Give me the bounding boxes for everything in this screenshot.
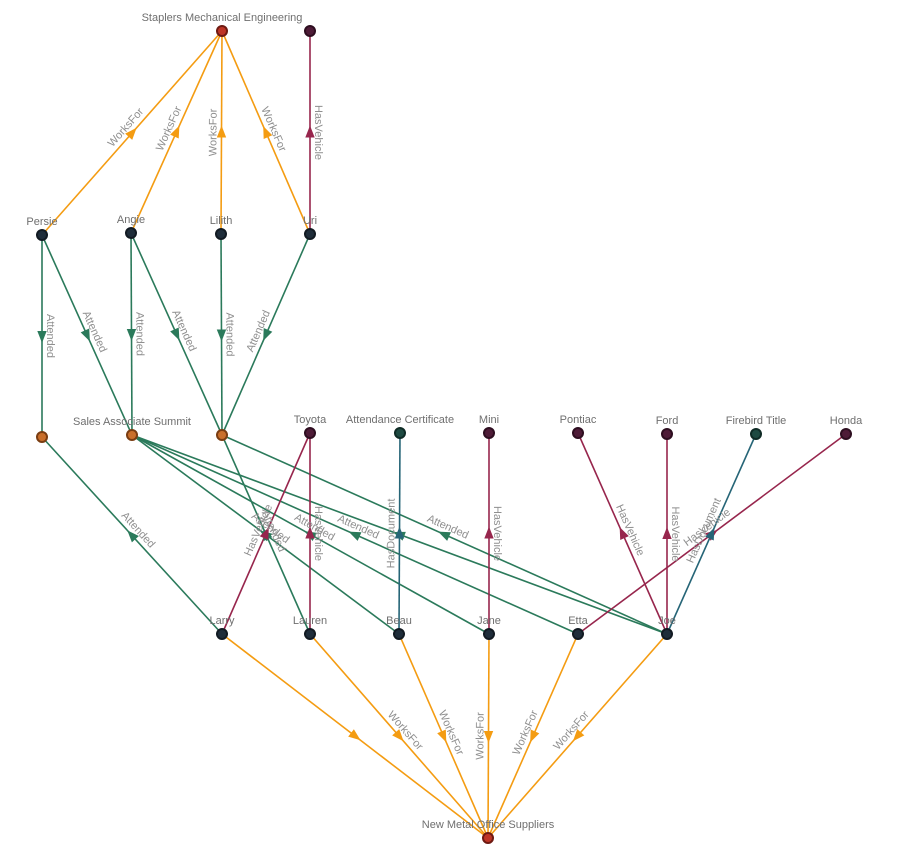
edge-label-lilith-event_b: Attended (223, 312, 235, 356)
node-firebird_title[interactable] (750, 428, 762, 440)
node-event_b[interactable] (216, 429, 228, 441)
node-label-joe: Joe (658, 615, 676, 627)
arrowhead-etta-new_metal (530, 729, 540, 743)
node-joe[interactable] (661, 628, 673, 640)
arrowhead-joe-pontiac (619, 527, 629, 540)
arrowhead-uri-event_b (263, 328, 273, 341)
node-label-jane: Jane (477, 615, 501, 627)
node-label-toyota: Toyota (294, 414, 327, 426)
arrowhead-larry-new_metal (348, 729, 361, 741)
arrowhead-lilith-staplers (216, 125, 227, 138)
arrowhead-etta-summit (348, 531, 362, 541)
node-etta[interactable] (572, 628, 584, 640)
node-label-beau: Beau (386, 615, 412, 627)
edge-label-beau-attendance_certificate: HasDocument (385, 499, 397, 569)
node-attendance_certificate[interactable] (394, 427, 406, 439)
arrowhead-lilith-event_b (216, 329, 227, 342)
arrowhead-joe-ford (662, 527, 672, 539)
node-lauren[interactable] (304, 628, 316, 640)
arrowhead-joe-new_metal (572, 729, 585, 742)
edge-label-angie-summit: Attended (133, 312, 145, 356)
arrowhead-lauren-toyota (305, 526, 315, 539)
edge-label-lilith-staplers: WorksFor (207, 108, 219, 156)
node-label-pontiac: Pontiac (560, 414, 597, 426)
arrowhead-lauren-new_metal (392, 729, 404, 742)
arrowhead-persie-staplers (125, 127, 137, 140)
arrowhead-angie-summit (126, 328, 137, 341)
node-label-staplers: Staplers Mechanical Engineering (142, 12, 303, 24)
arrowhead-uri-staplers (263, 126, 273, 139)
node-event_a[interactable] (36, 431, 48, 443)
arrowhead-uri-vehicle_top (305, 125, 315, 138)
edge-label-jane-mini: HasVehicle (491, 506, 503, 561)
node-angie[interactable] (125, 227, 137, 239)
node-label-new_metal: New Metal Office Suppliers (422, 819, 555, 831)
node-jane[interactable] (483, 628, 495, 640)
arrowhead-larry-toyota (259, 527, 269, 540)
edge-label-uri-staplers: WorksFor (258, 105, 288, 154)
node-label-mini: Mini (479, 414, 499, 426)
arrowhead-persie-summit (80, 328, 90, 342)
arrowhead-beau-new_metal (437, 729, 447, 743)
node-label-summit: Sales Associate Summit (73, 416, 191, 428)
node-beau[interactable] (393, 628, 405, 640)
arrowhead-angie-staplers (170, 125, 180, 139)
node-persie[interactable] (36, 229, 48, 241)
node-vehicle_top[interactable] (304, 25, 316, 37)
node-label-lilith: Lilith (210, 215, 233, 227)
node-mini[interactable] (483, 427, 495, 439)
node-honda[interactable] (840, 428, 852, 440)
edge-label-larry-event_a: Attended (119, 510, 158, 551)
node-label-attendance_certificate: Attendance Certificate (346, 414, 454, 426)
edge-label-lauren-new_metal: WorksFor (385, 709, 425, 753)
edge-label-persie-event_a: Attended (44, 314, 56, 358)
node-staplers[interactable] (216, 25, 228, 37)
node-label-lauren: Lauren (293, 615, 327, 627)
node-ford[interactable] (661, 428, 673, 440)
node-toyota[interactable] (304, 427, 316, 439)
arrowhead-larry-event_a (127, 530, 139, 543)
node-label-firebird_title: Firebird Title (726, 415, 787, 427)
edge-label-persie-staplers: WorksFor (106, 106, 147, 150)
arrowhead-joe-firebird_title (705, 527, 715, 541)
node-larry[interactable] (216, 628, 228, 640)
edge-label-jane-new_metal: WorksFor (474, 712, 486, 760)
arrowhead-angie-event_b (170, 327, 180, 341)
edge-label-joe-firebird_title: HasDocument (685, 496, 724, 565)
node-label-uri: Uri (303, 215, 317, 227)
arrowhead-jane-mini (484, 526, 494, 539)
node-label-persie: Persie (26, 216, 57, 228)
edge-label-joe-ford: HasVehicle (669, 506, 681, 561)
node-label-ford: Ford (656, 415, 679, 427)
node-label-larry: Larry (209, 615, 235, 627)
node-label-angie: Angie (117, 214, 145, 226)
node-label-honda: Honda (830, 415, 863, 427)
edge-label-lauren-toyota: HasVehicle (312, 506, 324, 561)
edge-label-joe-new_metal: WorksFor (551, 709, 592, 753)
node-new_metal[interactable] (482, 832, 494, 844)
node-pontiac[interactable] (572, 427, 584, 439)
edge-label-uri-vehicle_top: HasVehicle (312, 105, 324, 160)
arrowhead-joe-event_b (438, 531, 451, 541)
arrowhead-jane-new_metal (483, 730, 494, 743)
arrowhead-beau-attendance_certificate (394, 526, 405, 539)
node-label-etta: Etta (568, 615, 588, 627)
node-lilith[interactable] (215, 228, 227, 240)
edge-label-angie-staplers: WorksFor (154, 104, 185, 153)
node-uri[interactable] (304, 228, 316, 240)
node-summit[interactable] (126, 429, 138, 441)
arrowhead-persie-event_a (37, 331, 47, 343)
